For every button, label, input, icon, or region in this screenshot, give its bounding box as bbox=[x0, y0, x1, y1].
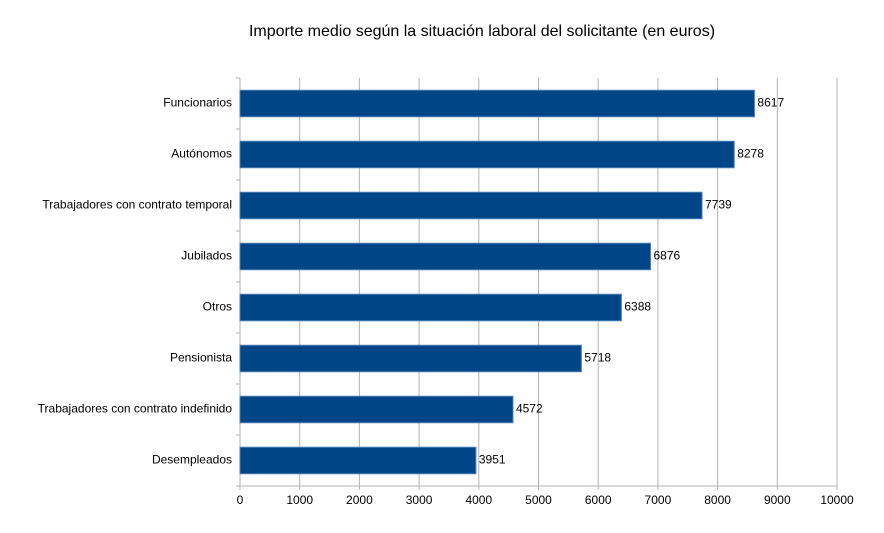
data-label: 3951 bbox=[479, 453, 506, 467]
bar bbox=[239, 191, 703, 220]
y-tick-label: Trabajadores con contrato indefinido bbox=[38, 402, 233, 416]
chart-title: Importe medio según la situación laboral… bbox=[249, 23, 715, 40]
bar bbox=[239, 242, 651, 271]
x-tick-label: 1000 bbox=[286, 493, 313, 507]
bar bbox=[239, 140, 735, 169]
y-tick-label: Autónomos bbox=[171, 147, 232, 161]
x-tick-label: 6000 bbox=[585, 493, 612, 507]
data-label: 8278 bbox=[737, 147, 764, 161]
data-label: 7739 bbox=[705, 198, 732, 212]
x-tick-label: 7000 bbox=[645, 493, 672, 507]
bar bbox=[239, 446, 477, 475]
data-label: 6876 bbox=[653, 249, 680, 263]
data-label: 5718 bbox=[584, 351, 611, 365]
x-tick-label: 10000 bbox=[820, 493, 854, 507]
y-tick-label: Jubilados bbox=[181, 249, 232, 263]
y-tick-label: Pensionista bbox=[170, 351, 232, 365]
bar bbox=[239, 395, 514, 424]
x-tick-label: 5000 bbox=[525, 493, 552, 507]
x-tick-label: 9000 bbox=[764, 493, 791, 507]
data-label: 4572 bbox=[516, 402, 543, 416]
x-tick-label: 2000 bbox=[346, 493, 373, 507]
data-label: 6388 bbox=[624, 300, 651, 314]
y-tick-label: Funcionarios bbox=[163, 96, 232, 110]
x-tick-label: 8000 bbox=[704, 493, 731, 507]
bar bbox=[239, 89, 755, 118]
x-tick-label: 3000 bbox=[406, 493, 433, 507]
x-tick-label: 0 bbox=[237, 493, 244, 507]
x-tick-label: 4000 bbox=[465, 493, 492, 507]
y-tick-label: Otros bbox=[203, 300, 232, 314]
bar bbox=[239, 344, 582, 373]
y-tick-label: Trabajadores con contrato temporal bbox=[42, 198, 232, 212]
y-tick-label: Desempleados bbox=[152, 453, 232, 467]
data-label: 8617 bbox=[757, 96, 784, 110]
bar bbox=[239, 293, 622, 322]
